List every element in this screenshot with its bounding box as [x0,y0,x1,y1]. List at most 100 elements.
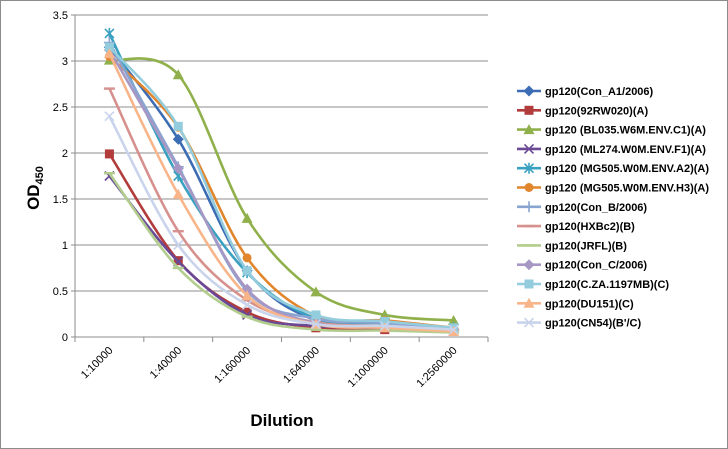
data-point [379,320,390,332]
legend-swatch-marker [523,124,535,135]
gridlines [75,14,488,292]
series [104,42,459,333]
y-tick-label: 3 [62,56,68,68]
data-point [311,310,321,320]
y-tick-label: 0 [62,332,68,344]
y-tick-label: 1.5 [53,194,68,206]
series-line [108,41,454,331]
legend-swatch-marker [523,85,535,97]
legend-entry: gp120(C.ZA.1197MB)(C) [517,279,669,291]
data-point [242,307,252,317]
legend-swatch-marker [523,244,535,247]
y-axis-title-subscript: 450 [34,166,46,184]
data-point [242,266,252,276]
legend-label: gp120 (MG505.W0M.ENV.A2)(A) [545,163,709,175]
legend-label: gp120(JRFL)(B) [545,240,627,252]
legend-label: gp120(CN54)(B'/C) [545,318,641,330]
data-point [242,299,253,310]
legend-swatch-marker [523,297,535,308]
legend-entry: gp120(92RW020)(A) [517,105,648,117]
data-point [448,314,460,325]
data-point [310,286,322,297]
data-point [241,315,253,318]
series [104,27,459,334]
y-tick-label: 2 [62,148,68,160]
legend-swatch-marker [524,279,534,289]
data-point [242,253,252,263]
data-point [310,328,322,331]
data-point [103,172,115,175]
x-tick-label: 1:10000 [79,345,116,382]
x-tick-label: 1:2560000 [414,345,459,390]
y-axis-title: OD450 [24,166,46,210]
data-point [172,69,184,80]
legend-label: gp120(92RW020)(A) [545,105,648,117]
legend-label: gp120(Con_A1/2006) [545,86,654,98]
data-point [241,299,253,302]
legend-swatch-marker [524,183,534,192]
legend-label: gp120 (ML274.W0M.ENV.F1)(A) [545,144,706,156]
data-point [104,149,114,159]
y-tick-label: 3.5 [53,10,68,22]
legend-label: gp120 (BL035.W6M.ENV.C1)(A) [545,125,706,137]
series-line [108,55,454,330]
series [104,111,459,335]
series-line [109,57,454,322]
x-tick-label: 1:640000 [281,345,322,386]
data-point [104,111,115,122]
data-point [104,42,114,52]
series [103,172,460,334]
x-tick-label: 1:1000000 [346,345,391,390]
data-point [241,212,253,223]
data-point [380,316,390,326]
data-point [172,230,184,233]
legend-label: gp120(C.ZA.1197MB)(C) [545,279,669,291]
legend-entry: gp120(Con_B/2006) [517,201,647,214]
data-point [173,239,184,251]
series-line [108,172,454,334]
legend-swatch-marker [524,105,534,115]
x-tick-label: 1:160000 [212,345,253,386]
data-point [103,48,115,59]
legend-entry: gp120(JRFL)(B) [517,240,627,252]
data-point [172,188,184,199]
legend-entry: gp120 (MG505.W0M.ENV.A2)(A) [517,162,709,175]
legend-label: gp120(DU151)(C) [545,298,634,310]
legend-entry: gp120(DU151)(C) [517,297,634,310]
legend-entry: gp120 (MG505.W0M.ENV.H3)(A) [517,183,709,195]
series-line [108,32,454,330]
legend: gp120(Con_A1/2006) gp120(92RW020)(A) gp120… [517,85,709,330]
data-point [448,324,459,335]
data-point [310,319,321,330]
data-point [104,27,115,39]
series [103,37,460,336]
legend-entry: gp120(Con_A1/2006) [517,85,654,98]
legend-entry: gp120 (ML274.W0M.ENV.F1)(A) [517,143,706,156]
series-line [108,53,454,333]
data-point [172,163,184,175]
legend-entry: gp120(Con_C/2006) [517,259,647,272]
x-axis-title: Dilution [250,411,313,430]
legend-swatch-marker [523,259,535,271]
series-line [108,46,454,331]
x-tick-label: 1:40000 [148,345,185,382]
y-tick-label: 0.5 [53,286,68,298]
series-line [108,115,454,331]
legend-swatch-marker [523,201,535,213]
series-lines [103,27,460,336]
series-line [108,49,454,331]
legend-swatch-marker [523,143,535,154]
legend-entry: gp120(HXBc2)(B) [517,221,635,233]
y-tick-label: 1 [62,240,68,252]
legend-label: gp120(HXBc2)(B) [545,221,635,233]
series-line [108,46,454,330]
y-tick-label: 2.5 [53,102,68,114]
legend-label: gp120(Con_C/2006) [545,260,647,272]
legend-entry: gp120 (BL035.W6M.ENV.C1)(A) [517,124,706,137]
legend-label: gp120 (MG505.W0M.ENV.H3)(A) [545,183,709,195]
y-axis-title-main: OD [24,184,43,210]
data-point [103,87,115,90]
data-point [172,266,184,270]
legend-entry: gp120(CN54)(B'/C) [517,317,641,330]
